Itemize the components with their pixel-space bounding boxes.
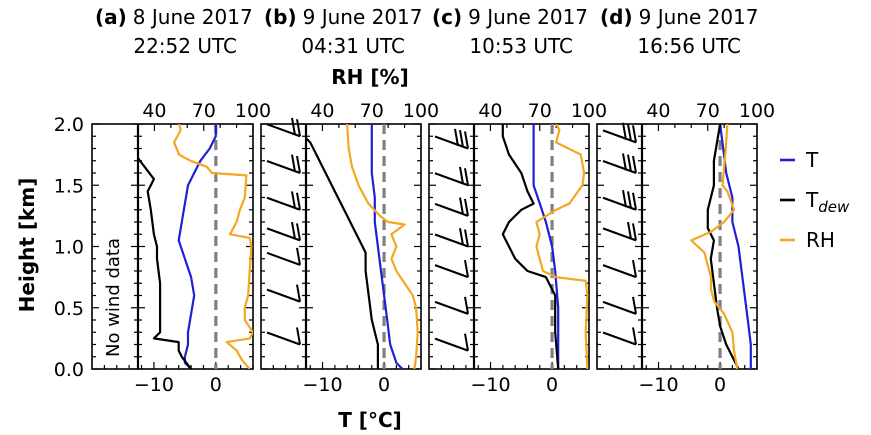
- wind-barb: [434, 296, 469, 315]
- y-tick-label: 0.0: [54, 359, 84, 381]
- rh-tick-label: 100: [235, 100, 271, 122]
- x-axis-label-top: RH [%]: [331, 65, 408, 89]
- wind-barb: [602, 296, 637, 315]
- svg-text:T: T: [805, 148, 819, 172]
- x-tick-label: 0: [714, 374, 726, 396]
- panel-time: 22:52 UTC: [133, 34, 237, 58]
- panel-time: 04:31 UTC: [301, 34, 405, 58]
- x-tick-label: 0: [378, 374, 390, 396]
- rh-tick-label: 70: [528, 100, 552, 122]
- wind-barb: [602, 259, 637, 279]
- x-axis-label-bottom: T [°C]: [338, 408, 402, 432]
- wind-barb: [434, 333, 469, 352]
- series-RH: [346, 124, 419, 369]
- series-Tdew: [501, 124, 560, 369]
- y-tick-label: 1.5: [54, 175, 84, 197]
- rh-tick-label: 100: [403, 100, 439, 122]
- wind-barb: [602, 122, 637, 144]
- series-Tdew: [706, 124, 740, 369]
- series-RH: [173, 124, 253, 369]
- panel-title: (a) 8 June 2017: [95, 5, 253, 29]
- rh-tick-label: 40: [142, 100, 166, 122]
- legend-entry: Tdew: [780, 188, 850, 216]
- wind-barb: [602, 153, 637, 174]
- wind-barb: [266, 154, 301, 174]
- rh-tick-label: 70: [192, 100, 216, 122]
- x-tick-label: −10: [470, 374, 510, 396]
- x-tick-label: −10: [638, 374, 678, 396]
- rh-tick-label: 100: [739, 100, 775, 122]
- rh-tick-label: 70: [696, 100, 720, 122]
- y-tick-label: 1.0: [54, 237, 84, 259]
- panel-c: −10 0 40 70 100 (c) 9 June 2017 10:53 UTC: [428, 5, 607, 396]
- svg-text:Tdew: Tdew: [805, 188, 850, 216]
- wind-barb: [266, 247, 301, 266]
- x-tick-label: −10: [134, 374, 174, 396]
- panel-a: −10 0 40 70 100 No wind data (a) 8 June 2017 22:…: [91, 5, 271, 396]
- series-RH: [535, 124, 589, 369]
- x-tick-label: 0: [210, 374, 222, 396]
- series-RH: [690, 124, 739, 369]
- panel-title: (b) 9 June 2017: [264, 5, 423, 29]
- panel-d: −10 0 40 70 100 (d) 9 June 2017 16:56 UTC: [596, 5, 775, 396]
- series-T: [370, 124, 404, 369]
- rh-tick-label: 100: [571, 100, 607, 122]
- wind-barb: [266, 221, 301, 242]
- wind-barb: [602, 189, 637, 211]
- rh-tick-label: 40: [310, 100, 334, 122]
- rh-tick-label: 70: [360, 100, 384, 122]
- series-T: [532, 124, 560, 369]
- panel-time: 10:53 UTC: [469, 34, 573, 58]
- legend: T Tdew RH: [780, 148, 850, 252]
- wind-barb: [266, 191, 301, 211]
- legend-entry: RH: [780, 228, 835, 252]
- y-axis-label: Height [km]: [15, 178, 39, 313]
- rh-tick-label: 40: [478, 100, 502, 122]
- panel-title: (c) 9 June 2017: [432, 5, 588, 29]
- wind-barb: [266, 284, 301, 303]
- panel-b: −10 0 40 70 100 (b) 9 June 2017 04:31 UTC: [260, 5, 439, 396]
- wind-barb: [266, 327, 301, 346]
- wind-barb: [434, 166, 469, 187]
- wind-barb: [434, 259, 469, 279]
- wind-barb: [602, 327, 637, 346]
- wind-barb: [434, 197, 469, 217]
- series-Tdew: [138, 156, 192, 369]
- wind-barb: [602, 221, 637, 242]
- wind-barb: [266, 117, 301, 138]
- x-tick-label: −10: [302, 374, 342, 396]
- svg-text:RH: RH: [806, 228, 835, 252]
- y-tick-label: 2.0: [54, 114, 84, 136]
- wind-barb: [434, 128, 469, 150]
- panel-time: 16:56 UTC: [637, 34, 741, 58]
- legend-entry: T: [780, 148, 819, 172]
- panel-title: (d) 9 June 2017: [600, 5, 759, 29]
- series-T: [177, 124, 217, 369]
- panels-layer: −10 0 40 70 100 No wind data (a) 8 June 2017 22:…: [54, 5, 775, 396]
- wind-barb: [434, 228, 469, 248]
- y-tick-label: 0.5: [54, 298, 84, 320]
- x-tick-label: 0: [546, 374, 558, 396]
- rh-tick-label: 40: [646, 100, 670, 122]
- wind-note: No wind data: [103, 238, 124, 357]
- series-Tdew: [306, 136, 379, 369]
